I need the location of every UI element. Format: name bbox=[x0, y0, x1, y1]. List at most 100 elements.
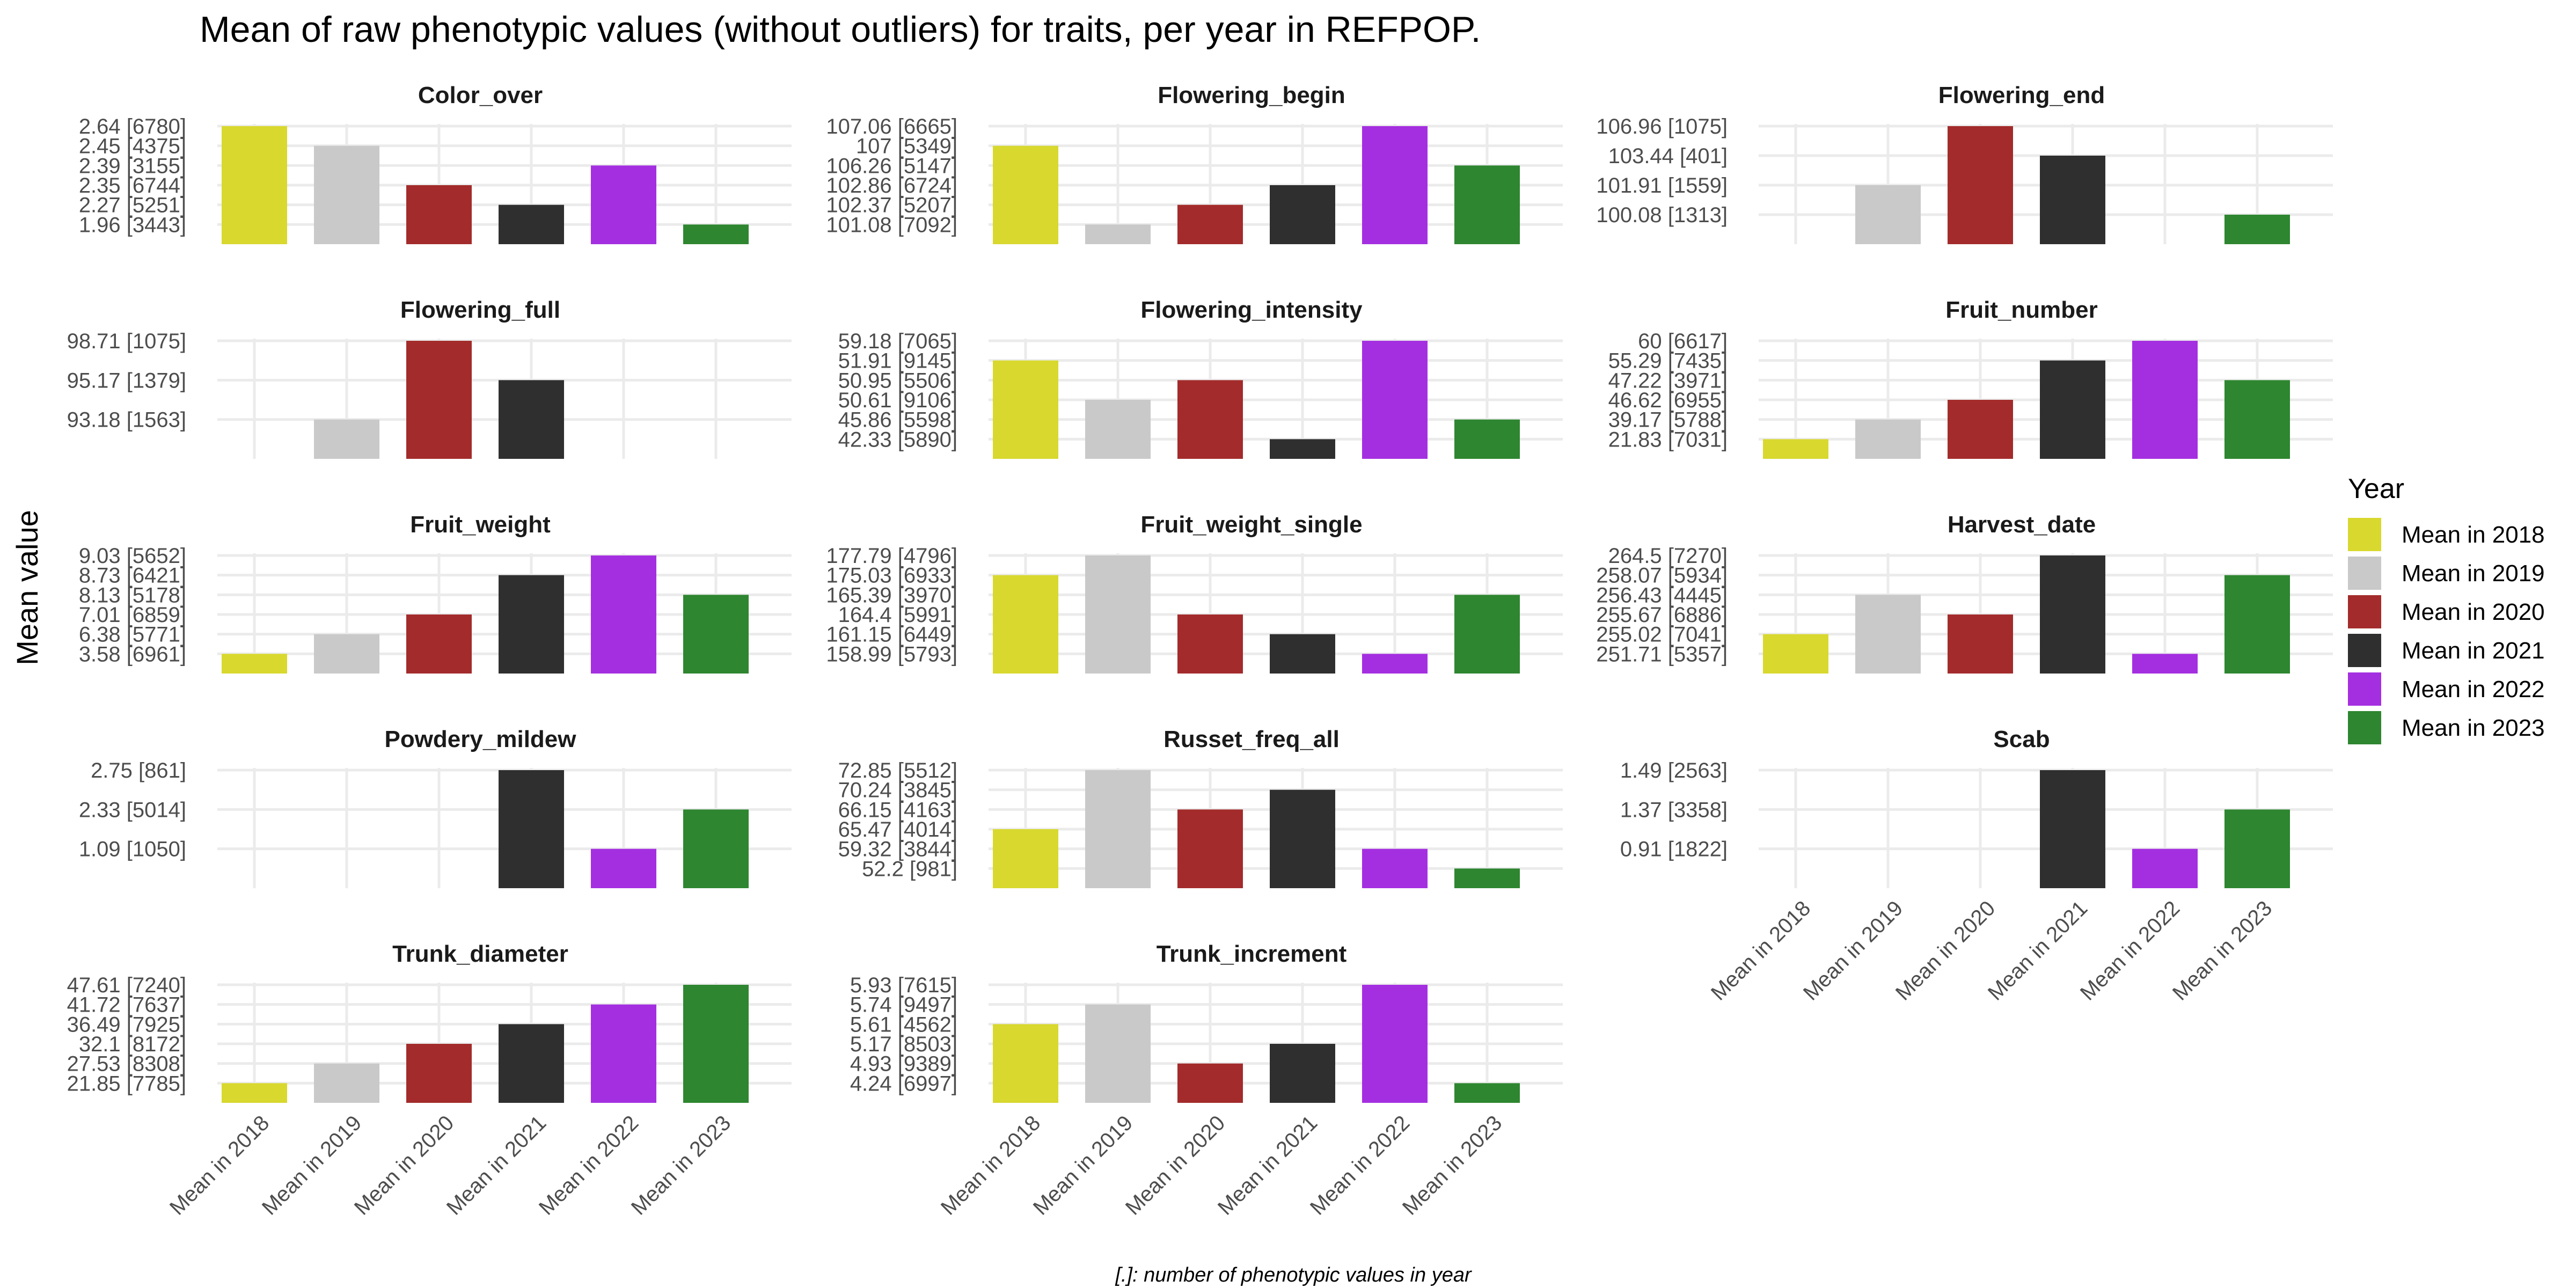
y-tick-label: 50.61 [9106] bbox=[838, 389, 957, 412]
panel-title: Fruit_weight bbox=[410, 511, 551, 538]
bar-mean-in-2022 bbox=[591, 1004, 656, 1103]
bar-mean-in-2020 bbox=[406, 185, 472, 244]
bar-mean-in-2020 bbox=[1177, 204, 1243, 244]
legend-key bbox=[2348, 672, 2381, 706]
bar-mean-in-2018 bbox=[222, 126, 287, 244]
y-tick-label: 255.67 [6886] bbox=[1596, 603, 1728, 627]
y-tick-label: 2.35 [6744] bbox=[79, 174, 186, 197]
y-tick-label: 65.47 [4014] bbox=[838, 818, 957, 841]
y-tick-label: 60 [6617] bbox=[1638, 330, 1728, 353]
caption: [.]: number of phenotypic values in year bbox=[1115, 1264, 1472, 1286]
panel-color-over: Color_over 2.64 [6780]2.45 [4375]2.39 [31… bbox=[79, 82, 792, 244]
y-tick-label: 51.91 [9145] bbox=[838, 349, 957, 373]
bar-mean-in-2019 bbox=[1855, 419, 1921, 459]
panel-title: Color_over bbox=[418, 82, 543, 108]
bar-mean-in-2018 bbox=[222, 1083, 287, 1103]
y-tick-label: 45.86 [5598] bbox=[838, 408, 957, 432]
y-tick-label: 5.93 [7615] bbox=[850, 974, 957, 997]
bar-mean-in-2018 bbox=[993, 829, 1058, 888]
y-tick-label: 5.74 [9497] bbox=[850, 993, 957, 1017]
y-tick-label: 255.02 [7041] bbox=[1596, 623, 1728, 647]
bar-mean-in-2021 bbox=[499, 770, 564, 888]
bar-mean-in-2023 bbox=[683, 595, 749, 674]
legend-key bbox=[2348, 518, 2381, 551]
legend-label: Mean in 2018 bbox=[2402, 522, 2545, 548]
bar-mean-in-2022 bbox=[1362, 126, 1428, 244]
y-tick-label: 27.53 [8308] bbox=[67, 1052, 186, 1076]
bar-mean-in-2022 bbox=[1362, 341, 1428, 459]
bar-mean-in-2019 bbox=[314, 1063, 379, 1103]
bar-mean-in-2018 bbox=[993, 145, 1058, 244]
bar-mean-in-2022 bbox=[1362, 654, 1428, 674]
chart-title: Mean of raw phenotypic values (without o… bbox=[200, 9, 1481, 50]
bar-mean-in-2021 bbox=[2040, 156, 2105, 244]
y-tick-label: 2.39 [3155] bbox=[79, 154, 186, 178]
bar-mean-in-2023 bbox=[683, 985, 749, 1103]
bar-mean-in-2023 bbox=[2224, 215, 2290, 244]
y-tick-label: 8.73 [6421] bbox=[79, 564, 186, 588]
bar-mean-in-2021 bbox=[499, 575, 564, 674]
y-tick-label: 66.15 [4163] bbox=[838, 798, 957, 822]
y-tick-label: 9.03 [5652] bbox=[79, 544, 186, 568]
panel-title: Flowering_begin bbox=[1158, 82, 1345, 108]
y-tick-label: 3.58 [6961] bbox=[79, 642, 186, 666]
panel-scab: Scab 1.49 [2563] 1.37 [3358] 0.91 [1822] Mea… bbox=[1620, 726, 2333, 1005]
panel-title: Trunk_increment bbox=[1157, 941, 1347, 967]
bar-mean-in-2019 bbox=[1085, 555, 1151, 674]
y-tick-label: 5.61 [4562] bbox=[850, 1013, 957, 1036]
y-tick-label: 256.43 [4445] bbox=[1596, 583, 1728, 607]
bar-mean-in-2022 bbox=[591, 555, 656, 674]
legend-key bbox=[2348, 557, 2381, 590]
y-tick-label: 4.24 [6997] bbox=[850, 1072, 957, 1095]
panel-powdery-mildew: Powdery_mildew 2.75 [861] 2.33 [5014] 1.09 … bbox=[79, 726, 792, 888]
y-tick-label: 2.45 [4375] bbox=[79, 135, 186, 158]
y-tick-label: 0.91 [1822] bbox=[1620, 838, 1728, 861]
legend-label: Mean in 2022 bbox=[2402, 676, 2545, 702]
y-tick-label: 106.96 [1075] bbox=[1596, 115, 1728, 138]
bar-mean-in-2018 bbox=[993, 360, 1058, 459]
bar-mean-in-2020 bbox=[406, 1044, 472, 1103]
bar-mean-in-2023 bbox=[683, 224, 749, 244]
legend-key bbox=[2348, 634, 2381, 667]
bar-mean-in-2022 bbox=[591, 848, 656, 888]
bar-mean-in-2021 bbox=[1270, 1044, 1335, 1103]
y-tick-label: 32.1 [8172] bbox=[79, 1033, 186, 1056]
bar-mean-in-2021 bbox=[1270, 439, 1335, 459]
bar-mean-in-2023 bbox=[1454, 1083, 1520, 1103]
bar-mean-in-2020 bbox=[1177, 809, 1243, 888]
panel-trunk-diameter: Trunk_diameter 47.61 [7240]41.72 [7637]36… bbox=[67, 941, 792, 1220]
y-tick-label: 46.62 [6955] bbox=[1608, 389, 1728, 412]
legend-title: Year bbox=[2348, 473, 2404, 504]
y-tick-label: 36.49 [7925] bbox=[67, 1013, 186, 1036]
panel-title: Powdery_mildew bbox=[384, 726, 576, 752]
panel-title: Fruit_weight_single bbox=[1140, 511, 1362, 538]
panels: Color_over 2.64 [6780]2.45 [4375]2.39 [31… bbox=[67, 82, 2333, 1220]
y-tick-label: 72.85 [5512] bbox=[838, 759, 957, 782]
y-tick-label: 5.17 [8503] bbox=[850, 1033, 957, 1056]
y-tick-label: 101.08 [7092] bbox=[826, 213, 957, 237]
bar-mean-in-2018 bbox=[222, 654, 287, 674]
bar-mean-in-2022 bbox=[2132, 341, 2198, 459]
panel-title: Harvest_date bbox=[1948, 511, 2096, 538]
y-tick-label: 107 [5349] bbox=[856, 135, 957, 158]
bar-mean-in-2023 bbox=[2224, 575, 2290, 674]
bar-mean-in-2019 bbox=[1085, 770, 1151, 888]
bar-mean-in-2020 bbox=[1177, 1063, 1243, 1103]
y-tick-label: 102.37 [5207] bbox=[826, 194, 957, 217]
bar-mean-in-2019 bbox=[1085, 224, 1151, 244]
bar-mean-in-2018 bbox=[993, 1024, 1058, 1103]
y-tick-label: 95.17 [1379] bbox=[67, 369, 186, 392]
y-tick-label: 70.24 [3845] bbox=[838, 779, 957, 802]
panel-title: Flowering_intensity bbox=[1140, 297, 1363, 323]
legend-label: Mean in 2023 bbox=[2402, 715, 2545, 741]
y-tick-label: 8.13 [5178] bbox=[79, 583, 186, 607]
bar-mean-in-2019 bbox=[314, 419, 379, 459]
x-tick-label: Mean in 2023 bbox=[627, 1111, 736, 1220]
bar-mean-in-2020 bbox=[1177, 380, 1243, 459]
legend: Year Mean in 2018 Mean in 2019 Mean in 202… bbox=[2348, 473, 2545, 744]
y-tick-label: 2.33 [5014] bbox=[79, 798, 186, 822]
y-tick-label: 4.93 [9389] bbox=[850, 1052, 957, 1076]
x-tick-label: Mean in 2023 bbox=[2168, 896, 2277, 1005]
